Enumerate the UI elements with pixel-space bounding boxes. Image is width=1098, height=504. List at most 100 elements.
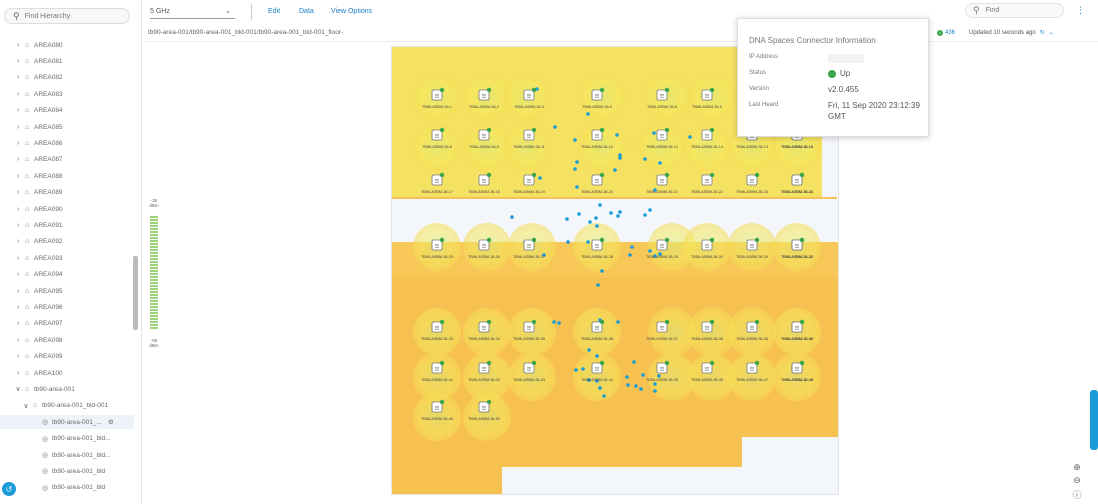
client-dot[interactable]: [688, 135, 692, 139]
hierarchy-item[interactable]: › ⌂ AREA083: [0, 87, 134, 101]
client-dot[interactable]: [588, 220, 592, 224]
client-dot[interactable]: [643, 157, 647, 161]
client-dot[interactable]: [652, 131, 656, 135]
client-dot[interactable]: [616, 320, 620, 324]
hierarchy-search-input[interactable]: ⚲ Find Hierarchy: [4, 8, 130, 24]
access-point[interactable]: ☰ TB56-ASBM-36-23: [736, 172, 768, 194]
chevron-right-icon[interactable]: ›: [16, 254, 20, 262]
device-count[interactable]: 436: [945, 29, 956, 36]
access-point[interactable]: ☰ TB56-ASBM-36-35: [513, 319, 545, 341]
client-dot[interactable]: [565, 217, 569, 221]
hierarchy-item[interactable]: › ⌂ AREA097: [0, 317, 134, 331]
access-point[interactable]: ☰ TB56-ASBM-36-4: [582, 87, 612, 109]
access-point[interactable]: ☰ TB56-ASBM-36-17: [421, 172, 453, 194]
hierarchy-item[interactable]: ◎ tb90-area-001_bld...: [0, 448, 134, 462]
hierarchy-item[interactable]: › ⌂ AREA093: [0, 251, 134, 265]
hierarchy-item[interactable]: › ⌂ AREA080: [0, 38, 134, 52]
access-point[interactable]: ☰ TB56-ASBM-36-8: [422, 127, 452, 149]
hierarchy-item[interactable]: › ⌂ AREA096: [0, 300, 134, 314]
chevron-right-icon[interactable]: ›: [16, 221, 20, 229]
floor-map[interactable]: ☰ TB56-ASBM-36-1 ☰ TB56-ASBM-36-2 ☰ TB56-ASBM…: [391, 46, 839, 495]
sidebar-scrollbar[interactable]: [133, 256, 138, 330]
access-point[interactable]: ☰ TB56-ASBM-36-33: [421, 319, 453, 341]
view-options-link[interactable]: View Options: [331, 8, 373, 15]
client-dot[interactable]: [616, 214, 620, 218]
client-dot[interactable]: [566, 240, 570, 244]
client-dot[interactable]: [594, 216, 598, 220]
access-point[interactable]: ☰ TB56-ASBM-36-31: [781, 172, 813, 194]
client-dot[interactable]: [587, 378, 591, 382]
access-point[interactable]: ☰ TB56-ASBM-36-9: [469, 127, 499, 149]
client-dot[interactable]: [598, 386, 602, 390]
access-point[interactable]: ☰ TB56-ASBM-36-12: [646, 127, 678, 149]
client-dot[interactable]: [634, 384, 638, 388]
more-options-icon[interactable]: ⋮: [1076, 5, 1085, 15]
access-point[interactable]: ☰ TB56-ASBM-36-20: [581, 172, 613, 194]
client-dot[interactable]: [573, 138, 577, 142]
access-point[interactable]: ☰ TB56-ASBM-36-38: [736, 319, 768, 341]
access-point[interactable]: ☰ TB56-ASBM-36-32: [781, 237, 813, 259]
client-dot[interactable]: [615, 133, 619, 137]
map-find-input[interactable]: ⚲ Find: [965, 3, 1064, 18]
client-dot[interactable]: [639, 387, 643, 391]
chevron-right-icon[interactable]: ›: [16, 57, 20, 65]
access-point[interactable]: ☰ TB56-ASBM-36-27: [513, 237, 545, 259]
hierarchy-item[interactable]: › ⌂ AREA095: [0, 284, 134, 298]
hierarchy-item[interactable]: › ⌂ AREA092: [0, 235, 134, 249]
access-point[interactable]: ☰ TB56-ASBM-36-18: [468, 172, 500, 194]
hierarchy-item[interactable]: › ⌂ AREA091: [0, 218, 134, 232]
access-point[interactable]: ☰ TB56-ASBM-36-30: [691, 237, 723, 259]
zoom-in-icon[interactable]: ⊕: [1073, 462, 1081, 472]
access-point[interactable]: ☰ TB56-ASBM-36-19: [513, 172, 545, 194]
client-dot[interactable]: [657, 374, 661, 378]
client-dot[interactable]: [587, 348, 591, 352]
chevron-right-icon[interactable]: ›: [16, 205, 20, 213]
chevron-right-icon[interactable]: ›: [16, 107, 20, 115]
hierarchy-item[interactable]: › ⌂ AREA081: [0, 54, 134, 68]
hierarchy-item[interactable]: › ⌂ AREA088: [0, 169, 134, 183]
access-point[interactable]: ☰ TB56-ASBM-36-49: [781, 360, 813, 382]
hierarchy-item[interactable]: ◎ tb90-area-001_bld...: [0, 432, 134, 446]
access-point[interactable]: ☰ TB56-ASBM-36-22: [691, 172, 723, 194]
client-dot[interactable]: [618, 153, 622, 157]
client-dot[interactable]: [653, 188, 657, 192]
client-dot[interactable]: [577, 212, 581, 216]
access-point[interactable]: ☰ TB56-ASBM-36-38: [691, 319, 723, 341]
hierarchy-item[interactable]: › ⌂ AREA084: [0, 104, 134, 118]
access-point[interactable]: ☰ TB56-ASBM-36-6: [692, 87, 722, 109]
access-point[interactable]: ☰ TB56-ASBM-36-47: [736, 360, 768, 382]
client-dot[interactable]: [510, 215, 514, 219]
access-point[interactable]: ☰ TB56-ASBM-36-49: [421, 399, 453, 421]
chevron-right-icon[interactable]: ›: [16, 172, 20, 180]
client-dot[interactable]: [596, 283, 600, 287]
chevron-right-icon[interactable]: ›: [16, 336, 20, 344]
chevron-right-icon[interactable]: ›: [16, 90, 20, 98]
access-point[interactable]: ☰ TB56-ASBM-36-5: [647, 87, 677, 109]
client-dot[interactable]: [595, 354, 599, 358]
client-dot[interactable]: [653, 382, 657, 386]
hierarchy-item[interactable]: › ⌂ AREA087: [0, 153, 134, 167]
floor-map-canvas[interactable]: ☰ TB56-ASBM-36-1 ☰ TB56-ASBM-36-2 ☰ TB56-ASBM…: [392, 47, 839, 495]
hierarchy-item[interactable]: ◎ tb90-area-001_... ⚙: [0, 415, 134, 430]
client-dot[interactable]: [653, 389, 657, 393]
client-dot[interactable]: [628, 253, 632, 257]
chevron-down-icon[interactable]: ∨: [15, 386, 21, 394]
client-dot[interactable]: [653, 254, 657, 258]
hierarchy-item[interactable]: › ⌂ AREA098: [0, 333, 134, 347]
chevron-right-icon[interactable]: ›: [16, 41, 20, 49]
access-point[interactable]: ☰ TB56-ASBM-36-43: [513, 360, 545, 382]
client-dot[interactable]: [602, 394, 606, 398]
access-point[interactable]: ☰ TB56-ASBM-36-1: [422, 87, 452, 109]
hierarchy-item[interactable]: ∨ ⌂ tb90-area-001: [0, 382, 134, 396]
gear-icon[interactable]: ⚙: [107, 419, 114, 427]
client-dot[interactable]: [595, 224, 599, 228]
client-dot[interactable]: [542, 253, 546, 257]
access-point[interactable]: ☰ TB56-ASBM-36-50: [468, 399, 500, 421]
client-dot[interactable]: [648, 249, 652, 253]
client-dot[interactable]: [553, 125, 557, 129]
hierarchy-item[interactable]: › ⌂ AREA085: [0, 120, 134, 134]
access-point[interactable]: ☰ TB56-ASBM-36-40: [781, 319, 813, 341]
edit-link[interactable]: Edit: [268, 8, 281, 15]
client-dot[interactable]: [538, 176, 542, 180]
hierarchy-item[interactable]: › ⌂ AREA090: [0, 202, 134, 216]
